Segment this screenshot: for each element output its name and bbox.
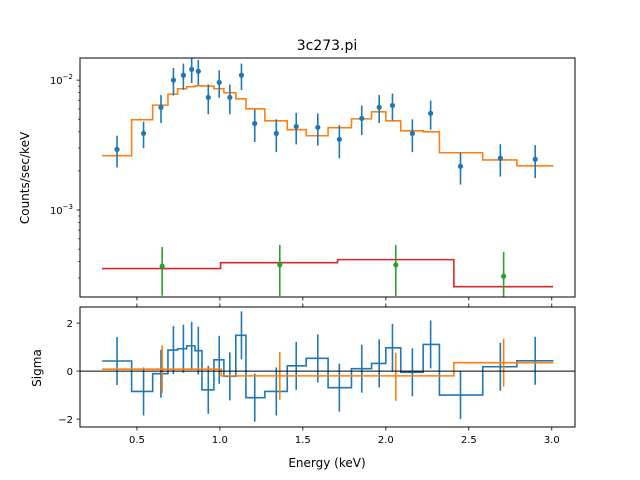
source-data-point xyxy=(205,94,211,101)
residual-y-tick-label: 0 xyxy=(67,367,73,378)
x-tick-label: 2.0 xyxy=(378,435,394,446)
background-data-point xyxy=(159,263,165,269)
background-data-point xyxy=(277,262,283,268)
background-data-point xyxy=(501,273,507,279)
residual-panel: −2 0 2 0.5 1.0 1.5 2.0 2.5 3.0 xyxy=(58,303,576,446)
source-data-point xyxy=(140,130,147,136)
top-panel: 10−210−3 xyxy=(50,57,576,301)
source-data-point xyxy=(227,94,233,101)
bottom-y-axis-label: Sigma xyxy=(30,349,44,387)
y-tick-exponent: −3 xyxy=(63,203,73,211)
source-data-point xyxy=(409,130,415,136)
source-data-point xyxy=(189,66,195,72)
source-data-point xyxy=(273,130,279,136)
source-data-point xyxy=(336,136,342,142)
source-data-point xyxy=(158,104,164,110)
background-residual-step xyxy=(102,361,554,377)
source-data-point xyxy=(497,155,503,161)
source-residual-step xyxy=(102,334,554,399)
residual-axes-frame xyxy=(79,306,576,428)
source-data-point xyxy=(252,120,258,127)
source-data-point xyxy=(293,123,299,130)
source-data-point xyxy=(180,72,186,78)
source-data-point xyxy=(457,163,464,169)
chart-title: 3c273.pi xyxy=(297,38,358,54)
residual-y-tick-label: 2 xyxy=(67,319,73,330)
x-tick-label: 1.0 xyxy=(212,435,228,446)
top-y-axis-label: Counts/sec/keV xyxy=(18,131,32,224)
source-data-point xyxy=(315,124,321,130)
x-tick-label: 3.0 xyxy=(544,435,560,446)
x-tick-label: 1.5 xyxy=(295,435,311,446)
top-plot-area xyxy=(102,58,554,297)
source-data-point xyxy=(170,77,177,83)
top-axes-frame xyxy=(79,57,576,298)
source-data-point xyxy=(428,110,434,116)
y-tick-base: 10 xyxy=(50,206,63,217)
x-tick-label: 2.5 xyxy=(461,435,477,446)
y-tick-label: 10−2 xyxy=(50,73,73,87)
source-data-point xyxy=(216,79,222,86)
source-data-point xyxy=(376,104,382,110)
source-data-point xyxy=(359,115,365,122)
source-model-step xyxy=(102,85,554,167)
source-data-point xyxy=(114,146,120,152)
x-tick-label: 0.5 xyxy=(129,435,145,446)
y-tick-label: 10−3 xyxy=(50,203,73,217)
source-data-point xyxy=(389,102,396,109)
source-data-point xyxy=(195,68,201,74)
residual-y-tick-label: −2 xyxy=(58,415,73,426)
y-tick-base: 10 xyxy=(50,76,63,87)
background-data-point xyxy=(393,262,399,268)
residual-plot-area xyxy=(102,311,554,422)
source-data-point xyxy=(532,156,538,162)
background-model-step xyxy=(102,258,554,288)
x-axis-label: Energy (keV) xyxy=(288,456,365,470)
y-tick-exponent: −2 xyxy=(63,73,73,81)
source-data-point xyxy=(238,72,245,78)
